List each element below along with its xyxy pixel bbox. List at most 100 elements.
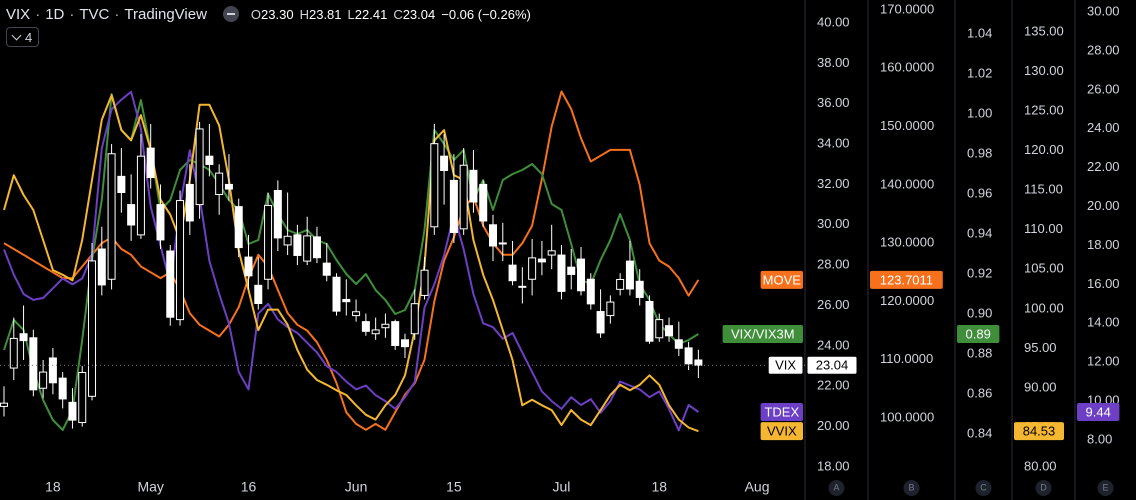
ohlc-key: H bbox=[299, 6, 309, 22]
y-tick-label: 28.00 bbox=[1087, 42, 1120, 57]
ohlc-low: L22.41 bbox=[348, 7, 388, 22]
candle-body bbox=[430, 143, 439, 228]
y-tick-label: 170.0000 bbox=[880, 1, 934, 16]
candle-body bbox=[312, 236, 321, 259]
series-name: VIX bbox=[775, 358, 796, 373]
x-tick-label: 18 bbox=[45, 479, 61, 495]
candle-body bbox=[244, 256, 253, 277]
y-tick-label: 0.94 bbox=[967, 225, 992, 240]
candle-body bbox=[88, 260, 97, 397]
axis-id: E bbox=[1102, 482, 1108, 492]
series-name: VIX/VIX3M bbox=[731, 326, 795, 341]
x-tick-label: Jun bbox=[345, 479, 368, 495]
candle-body bbox=[117, 175, 126, 194]
y-tick-label: 160.0000 bbox=[880, 60, 934, 75]
candle-body bbox=[498, 242, 507, 245]
collapse-button[interactable] bbox=[222, 6, 239, 22]
value-label: 9.44 bbox=[1086, 404, 1111, 419]
y-tick-label: 16.00 bbox=[1087, 276, 1120, 291]
candle-body bbox=[694, 359, 703, 366]
indicators-toggle[interactable]: 4 bbox=[6, 27, 40, 47]
y-tick-label: 110.00 bbox=[1024, 221, 1063, 236]
candle-body bbox=[371, 329, 380, 335]
y-tick-label: 95.00 bbox=[1024, 340, 1057, 355]
series-tag bbox=[760, 270, 803, 289]
y-tick-label: 32.00 bbox=[817, 176, 850, 191]
y-tick-label: 1.04 bbox=[967, 25, 992, 40]
candle-body bbox=[361, 321, 370, 332]
y-tick-label: 28.00 bbox=[817, 257, 850, 272]
candle-body bbox=[410, 303, 419, 335]
value-label: 23.04 bbox=[816, 358, 849, 373]
candle-body bbox=[684, 347, 693, 365]
candle-body bbox=[332, 276, 341, 312]
ohlc-value: 23.81 bbox=[308, 6, 342, 22]
ohlc-key: C bbox=[393, 6, 403, 22]
y-tick-label: 24.00 bbox=[817, 337, 850, 352]
y-tick-label: 40.00 bbox=[817, 14, 850, 29]
value-tag bbox=[1077, 402, 1120, 421]
y-tick-label: 18.00 bbox=[1087, 237, 1120, 252]
y-tick-label: 125.00 bbox=[1024, 103, 1064, 118]
candle-body bbox=[273, 189, 282, 239]
y-tick-label: 90.00 bbox=[1024, 379, 1057, 394]
y-tick-label: 34.00 bbox=[817, 136, 850, 151]
candle-body bbox=[58, 377, 67, 400]
axis-id-badge bbox=[903, 480, 920, 496]
y-tick-label: 24.00 bbox=[1087, 120, 1120, 135]
candle-body bbox=[596, 311, 605, 334]
y-tick-label: 110.0000 bbox=[880, 351, 933, 366]
series-name: TDEX bbox=[764, 404, 799, 419]
y-tick-label: 22.00 bbox=[1087, 159, 1120, 174]
candle-body bbox=[420, 269, 429, 296]
candle-body bbox=[234, 206, 243, 249]
value-label: 84.53 bbox=[1023, 424, 1056, 439]
x-tick-label: Jul bbox=[553, 479, 571, 495]
candle-body bbox=[293, 234, 302, 256]
ohlc-key: L bbox=[347, 6, 355, 22]
candle-body bbox=[39, 371, 48, 389]
axis-id-badge bbox=[975, 480, 992, 496]
y-tick-label: 20.00 bbox=[817, 418, 850, 433]
ohlc-value: 23.30 bbox=[261, 6, 294, 22]
candle-body bbox=[528, 257, 537, 280]
candle-body bbox=[391, 321, 400, 346]
x-tick-label: Aug bbox=[745, 479, 770, 495]
candle-body bbox=[479, 183, 488, 222]
y-tick-label: 30.00 bbox=[817, 216, 850, 231]
candle-body bbox=[136, 155, 145, 236]
y-tick-label: 100.00 bbox=[1024, 300, 1064, 315]
y-tick-label: 0.88 bbox=[967, 345, 992, 360]
y-tick-label: 8.00 bbox=[1087, 431, 1112, 446]
candle-body bbox=[176, 200, 185, 321]
axis-id-badge bbox=[1035, 480, 1052, 496]
candle-body bbox=[107, 153, 116, 280]
axis-id: D bbox=[1040, 482, 1047, 492]
y-tick-label: 22.00 bbox=[817, 378, 850, 393]
candle-body bbox=[205, 155, 214, 165]
candle-body bbox=[577, 258, 586, 292]
y-tick-label: 36.00 bbox=[817, 95, 850, 110]
series-tag bbox=[760, 402, 803, 421]
ohlc-open: O23.30 bbox=[251, 7, 294, 22]
candle-body bbox=[518, 285, 527, 288]
candle-body bbox=[645, 300, 654, 342]
y-tick-label: 120.0000 bbox=[880, 293, 934, 308]
candle-body bbox=[156, 204, 165, 241]
ohlc-high: H23.81 bbox=[300, 7, 342, 22]
y-tick-label: 30.00 bbox=[1087, 3, 1120, 18]
x-tick-label: 16 bbox=[241, 479, 257, 495]
series-line bbox=[3, 94, 699, 433]
plot bbox=[0, 90, 703, 433]
candle-body bbox=[68, 401, 77, 421]
exchange: TVC bbox=[79, 5, 110, 23]
candle-body bbox=[195, 128, 204, 206]
candle-body bbox=[508, 264, 517, 282]
y-tick-label: 18.00 bbox=[817, 458, 850, 473]
ohlc-key: O bbox=[250, 6, 262, 22]
source: TradingView bbox=[124, 5, 207, 23]
ohlc-value: 22.41 bbox=[354, 6, 388, 22]
candle-body bbox=[264, 204, 273, 280]
